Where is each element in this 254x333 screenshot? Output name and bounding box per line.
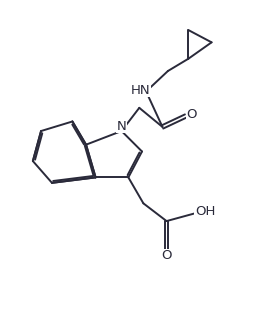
Text: HN: HN: [130, 84, 150, 97]
Text: N: N: [117, 120, 126, 133]
Text: OH: OH: [195, 205, 215, 218]
Text: O: O: [161, 249, 172, 262]
Text: O: O: [186, 108, 197, 121]
